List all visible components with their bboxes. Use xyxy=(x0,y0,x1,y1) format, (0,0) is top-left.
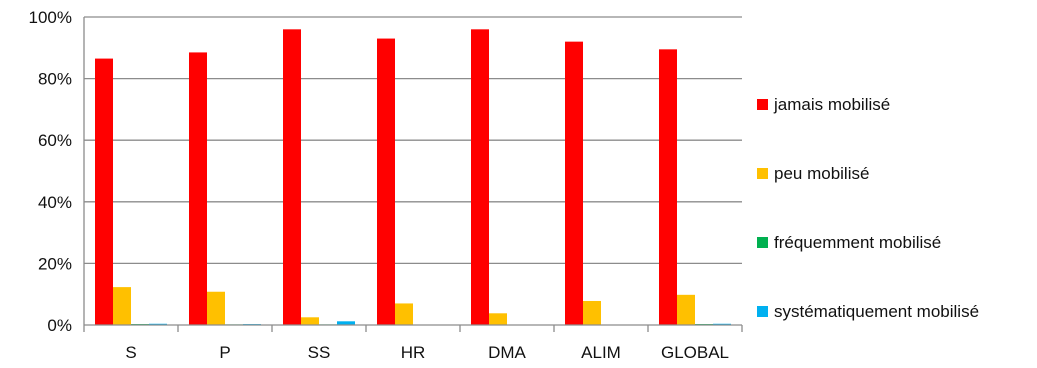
bars xyxy=(95,29,731,326)
bar xyxy=(189,52,207,326)
bar xyxy=(301,317,319,325)
legend-label: systématiquement mobilisé xyxy=(774,302,979,321)
bar xyxy=(471,29,489,325)
legend-label: fréquemment mobilisé xyxy=(774,233,941,252)
bar xyxy=(113,287,131,325)
bar xyxy=(377,38,395,326)
bar xyxy=(283,29,301,325)
bar xyxy=(207,291,225,325)
x-tick-label: ALIM xyxy=(581,343,621,362)
legend-swatch xyxy=(757,237,768,248)
x-tick-labels: S P SS HR DMA ALIM GLOBAL xyxy=(125,343,729,362)
bar xyxy=(489,313,507,325)
x-tick-label: S xyxy=(125,343,136,362)
y-tick-label: 40% xyxy=(38,193,72,212)
y-tick-label: 20% xyxy=(38,254,72,273)
bar xyxy=(337,321,355,325)
legend-label: jamais mobilisé xyxy=(773,95,890,114)
x-tick-label: DMA xyxy=(488,343,526,362)
legend-swatch xyxy=(757,168,768,179)
x-tick-label: P xyxy=(219,343,230,362)
y-tick-label: 0% xyxy=(47,316,72,335)
bar xyxy=(95,58,113,326)
x-tick-label: HR xyxy=(401,343,426,362)
gridlines xyxy=(84,16,742,265)
x-tick-label: GLOBAL xyxy=(661,343,729,362)
y-tick-label: 60% xyxy=(38,131,72,150)
legend-swatch xyxy=(757,306,768,317)
bar xyxy=(565,41,583,325)
bar xyxy=(659,49,677,326)
bar xyxy=(583,300,601,325)
legend: jamais mobilisé peu mobilisé fréquemment m… xyxy=(757,95,979,321)
bar xyxy=(395,303,413,325)
axes xyxy=(83,17,743,332)
y-tick-labels: 0% 20% 40% 60% 80% 100% xyxy=(29,8,72,335)
legend-label: peu mobilisé xyxy=(774,164,869,183)
legend-swatch xyxy=(757,99,768,110)
bar xyxy=(677,294,695,325)
x-tick-label: SS xyxy=(308,343,331,362)
y-tick-label: 80% xyxy=(38,70,72,89)
y-tick-label: 100% xyxy=(29,8,72,27)
